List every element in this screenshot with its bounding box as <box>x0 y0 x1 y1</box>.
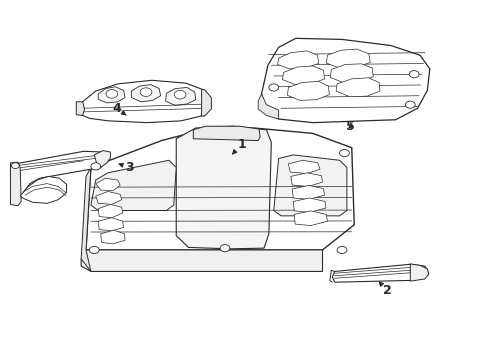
Polygon shape <box>91 160 176 211</box>
Circle shape <box>408 71 418 78</box>
Polygon shape <box>131 85 160 102</box>
Circle shape <box>405 101 414 108</box>
Polygon shape <box>98 204 122 218</box>
Text: 2: 2 <box>379 282 390 297</box>
Polygon shape <box>20 176 66 203</box>
Circle shape <box>220 244 229 252</box>
Polygon shape <box>326 49 369 68</box>
Text: 1: 1 <box>232 138 246 154</box>
Text: 3: 3 <box>119 161 134 174</box>
Circle shape <box>336 246 346 253</box>
Polygon shape <box>98 218 123 231</box>
Polygon shape <box>290 173 322 186</box>
Circle shape <box>140 88 152 96</box>
Polygon shape <box>294 211 327 226</box>
Circle shape <box>106 90 118 98</box>
Polygon shape <box>287 81 329 100</box>
Circle shape <box>268 84 278 91</box>
Polygon shape <box>176 126 271 249</box>
Polygon shape <box>409 264 428 281</box>
Circle shape <box>11 163 19 168</box>
Polygon shape <box>288 160 320 174</box>
Polygon shape <box>261 39 429 123</box>
Polygon shape <box>101 230 125 244</box>
Circle shape <box>89 246 99 253</box>
Polygon shape <box>277 51 318 69</box>
Polygon shape <box>292 185 324 199</box>
Polygon shape <box>282 66 324 85</box>
Circle shape <box>91 163 101 170</box>
Circle shape <box>174 90 185 99</box>
Polygon shape <box>335 78 379 97</box>
Polygon shape <box>293 198 325 212</box>
Polygon shape <box>201 90 211 116</box>
Polygon shape <box>96 178 120 191</box>
Polygon shape <box>331 264 427 282</box>
Polygon shape <box>273 155 346 216</box>
Polygon shape <box>98 87 125 103</box>
Polygon shape <box>258 94 278 119</box>
Text: 4: 4 <box>112 102 126 115</box>
Polygon shape <box>81 250 322 271</box>
Polygon shape <box>94 150 110 169</box>
Polygon shape <box>96 192 122 204</box>
Polygon shape <box>10 162 21 206</box>
Polygon shape <box>13 151 107 203</box>
Polygon shape <box>330 64 372 82</box>
Text: 5: 5 <box>346 121 354 134</box>
Polygon shape <box>76 102 84 116</box>
Polygon shape <box>165 87 195 105</box>
Polygon shape <box>86 128 353 250</box>
Polygon shape <box>79 80 210 123</box>
Polygon shape <box>193 126 260 140</box>
Polygon shape <box>81 167 91 271</box>
Circle shape <box>339 149 348 157</box>
